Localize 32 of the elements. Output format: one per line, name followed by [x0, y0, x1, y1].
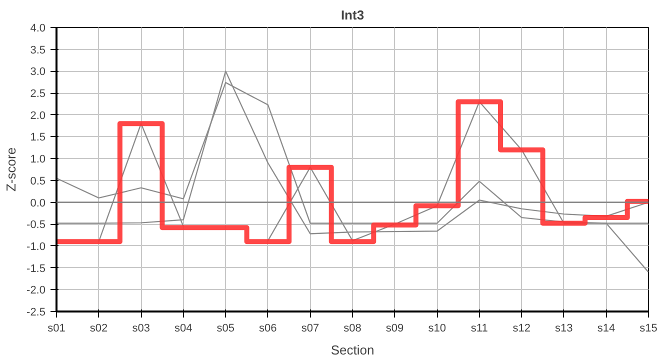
y-axis-title: Z-score	[4, 147, 19, 192]
x-tick-label: s08	[344, 322, 362, 334]
y-tick-label: 1.0	[30, 154, 46, 166]
chart-title: Int3	[340, 8, 364, 22]
y-tick-label: 4.0	[30, 22, 46, 34]
y-tick-label: -2.0	[26, 284, 46, 297]
x-tick-label: s06	[259, 322, 277, 334]
y-tick-label: 3.0	[30, 66, 46, 78]
y-tick-label: 1.5	[30, 132, 46, 144]
y-tick-label: -0.5	[26, 219, 46, 232]
y-tick-label: 0.5	[30, 175, 46, 188]
x-axis-title: Section	[330, 342, 374, 358]
y-tick-label: 2.0	[30, 110, 46, 122]
y-tick-label: 2.5	[30, 88, 46, 100]
x-tick-label: s12	[512, 322, 531, 334]
x-tick-label: s02	[90, 322, 108, 334]
x-tick-label: s14	[597, 322, 616, 334]
x-tick-label: s01	[48, 322, 66, 334]
y-tick-label: -2.5	[26, 306, 46, 318]
x-tick-label: s13	[555, 322, 573, 334]
x-tick-label: s09	[386, 322, 404, 334]
y-tick-label: -1.0	[26, 240, 46, 253]
y-tick-label: 0.0	[30, 197, 46, 210]
y-tick-label: 3.5	[30, 44, 46, 56]
y-tick-label: -1.5	[26, 262, 46, 275]
x-tick-label: s05	[216, 322, 235, 334]
x-tick-label: s10	[428, 322, 446, 334]
x-tick-label: s07	[301, 322, 320, 334]
x-tick-label: s04	[174, 322, 192, 334]
x-tick-label: s11	[470, 322, 488, 334]
x-tick-label: s03	[132, 322, 150, 334]
x-tick-label: s15	[640, 322, 658, 334]
